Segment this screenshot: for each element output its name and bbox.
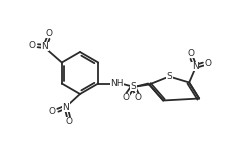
Text: O: O	[122, 93, 129, 102]
Text: O: O	[48, 106, 55, 115]
Text: N: N	[62, 102, 69, 111]
Text: S: S	[166, 72, 171, 81]
Text: O: O	[187, 49, 194, 58]
Text: NH: NH	[110, 79, 123, 88]
Text: O: O	[45, 29, 52, 38]
Text: O: O	[204, 59, 211, 68]
Text: S: S	[130, 82, 136, 91]
Text: O: O	[65, 117, 72, 126]
Text: O: O	[134, 93, 141, 102]
Text: N: N	[41, 42, 48, 51]
Text: N: N	[191, 62, 198, 71]
Text: O: O	[28, 41, 35, 50]
